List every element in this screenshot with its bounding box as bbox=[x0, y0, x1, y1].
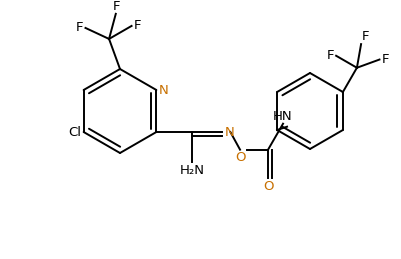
Text: Cl: Cl bbox=[69, 126, 81, 139]
Text: F: F bbox=[113, 0, 120, 13]
Text: F: F bbox=[326, 49, 333, 62]
Text: O: O bbox=[234, 151, 245, 164]
Text: F: F bbox=[133, 19, 141, 32]
Text: N: N bbox=[224, 126, 233, 139]
Text: O: O bbox=[262, 180, 273, 193]
Text: F: F bbox=[361, 30, 369, 43]
Text: HN: HN bbox=[273, 110, 292, 123]
Text: F: F bbox=[76, 21, 83, 34]
Text: N: N bbox=[158, 83, 168, 97]
Text: H₂N: H₂N bbox=[179, 164, 205, 177]
Text: F: F bbox=[381, 53, 388, 66]
